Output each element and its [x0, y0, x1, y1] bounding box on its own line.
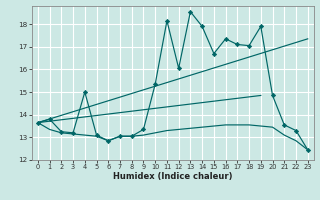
- X-axis label: Humidex (Indice chaleur): Humidex (Indice chaleur): [113, 172, 233, 181]
